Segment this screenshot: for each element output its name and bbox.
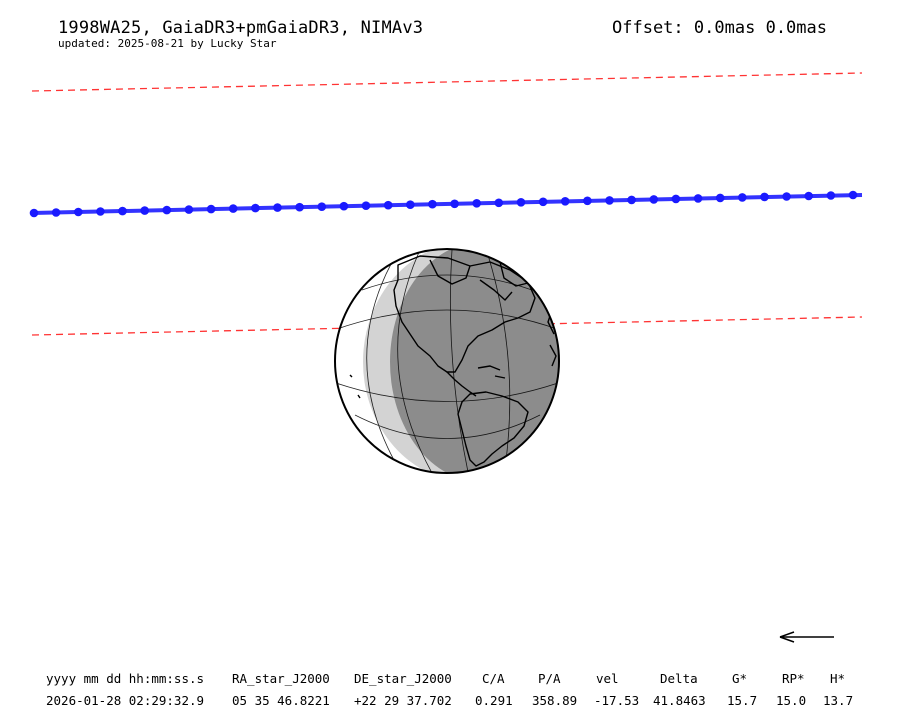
path-time-marker — [74, 207, 83, 217]
col-header-vel: vel — [596, 671, 619, 686]
path-time-marker — [29, 208, 39, 218]
path-time-marker — [295, 202, 304, 212]
central-path-markers — [29, 190, 858, 218]
night-shadow — [390, 249, 559, 473]
path-time-marker — [51, 208, 61, 217]
cell-ra: 05 35 46.8221 — [232, 693, 330, 708]
cell-ca: 0.291 — [475, 693, 513, 708]
path-time-marker — [627, 195, 636, 205]
south-limit-line — [31, 316, 863, 336]
path-time-marker — [848, 190, 858, 200]
path-time-marker — [538, 197, 548, 207]
path-time-marker — [826, 191, 836, 200]
path-time-marker — [804, 191, 813, 201]
path-time-marker — [228, 204, 238, 213]
path-time-marker — [605, 196, 614, 205]
offset-ra: 0.0mas — [693, 18, 756, 38]
north-limit-line — [31, 72, 863, 92]
cell-de: +22 29 37.702 — [354, 693, 452, 708]
path-time-marker — [317, 202, 327, 211]
map-title: 1998WA25, GaiaDR3+pmGaiaDR3, NIMAv3 — [58, 18, 424, 38]
path-time-marker — [273, 203, 282, 212]
col-header-g: G* — [732, 671, 748, 686]
path-time-marker — [516, 198, 526, 207]
cell-rp: 15.0 — [776, 693, 807, 708]
path-time-marker — [96, 207, 105, 216]
offset-de: 0.0mas — [765, 18, 827, 38]
col-header-delta: Delta — [660, 671, 698, 686]
path-time-marker — [361, 201, 371, 210]
south-america-outline — [457, 391, 529, 467]
path-time-marker — [738, 193, 747, 202]
central-path-line — [31, 193, 863, 215]
col-header-h: H* — [830, 671, 846, 686]
col-header-ca: C/A — [482, 671, 505, 686]
offset-readout: Offset: 0.0mas 0.0mas — [612, 18, 827, 38]
col-header-de: DE_star_J2000 — [354, 671, 452, 686]
path-time-marker — [450, 199, 459, 209]
path-time-marker — [118, 206, 127, 216]
path-time-marker — [140, 206, 149, 215]
path-time-marker — [693, 194, 703, 203]
cell-pa: 358.89 — [532, 693, 578, 708]
col-header-datetime: yyyy mm dd hh:mm:ss.s — [46, 671, 205, 686]
path-time-marker — [494, 198, 504, 208]
path-time-marker — [251, 203, 260, 213]
path-time-marker — [406, 200, 415, 209]
path-time-marker — [383, 200, 393, 210]
path-time-marker — [162, 205, 172, 215]
path-time-marker — [339, 201, 349, 211]
path-time-marker — [649, 195, 659, 204]
cell-delta: 41.8463 — [653, 693, 706, 708]
globe-outline — [334, 248, 560, 474]
col-header-rp: RP* — [782, 671, 805, 686]
cell-g: 15.7 — [727, 693, 758, 708]
north-america-outline — [393, 255, 536, 373]
cell-vel: -17.53 — [594, 693, 640, 708]
path-time-marker — [715, 193, 725, 203]
path-time-marker — [206, 204, 216, 214]
path-time-marker — [671, 194, 681, 204]
path-time-marker — [583, 196, 592, 206]
arrow-left — [779, 631, 834, 643]
path-time-marker — [782, 192, 791, 201]
path-time-marker — [428, 199, 437, 209]
cell-datetime: 2026-01-28 02:29:32.9 — [46, 693, 205, 708]
col-header-pa: P/A — [538, 671, 561, 686]
earth-globe — [334, 248, 560, 474]
path-time-marker — [760, 192, 769, 202]
cell-h: 13.7 — [823, 693, 854, 708]
path-time-marker — [184, 205, 194, 214]
col-header-ra: RA_star_J2000 — [232, 671, 330, 686]
updated-note: updated: 2025-08-21 by Lucky Star — [58, 37, 277, 50]
offset-label: Offset: — [612, 18, 684, 38]
path-time-marker — [560, 197, 570, 206]
path-time-marker — [472, 199, 482, 208]
